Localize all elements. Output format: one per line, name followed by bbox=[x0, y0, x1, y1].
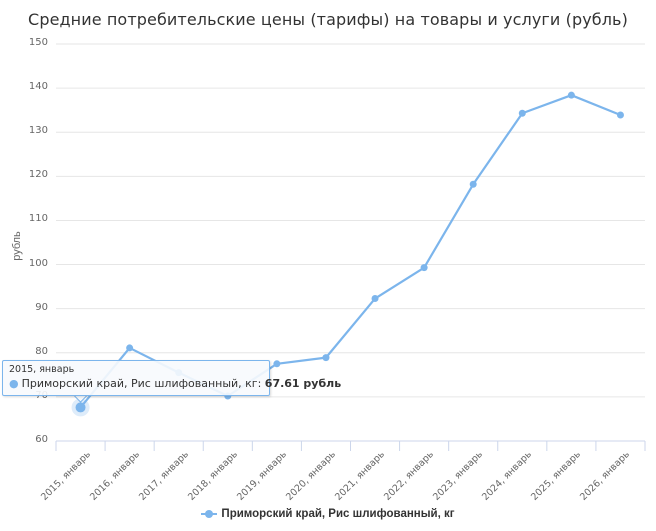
data-point[interactable] bbox=[75, 402, 86, 413]
data-point[interactable] bbox=[616, 111, 624, 119]
tooltip-series-label: Приморский край, Рис шлифованный, кг: bbox=[21, 377, 265, 390]
data-point[interactable] bbox=[420, 264, 428, 272]
y-tick-label: 130 bbox=[28, 125, 48, 137]
data-point[interactable] bbox=[273, 360, 281, 368]
y-tick-label: 110 bbox=[28, 213, 48, 225]
y-tick-label: 150 bbox=[28, 37, 48, 48]
data-point[interactable] bbox=[322, 354, 330, 362]
tooltip: 2015, январь ● Приморский край, Рис шлифо… bbox=[2, 360, 341, 396]
data-point[interactable] bbox=[371, 295, 379, 303]
data-point[interactable] bbox=[567, 91, 575, 99]
legend-label: Приморский край, Рис шлифованный, кг bbox=[221, 508, 455, 520]
data-point[interactable] bbox=[126, 344, 134, 352]
y-tick-label: 100 bbox=[28, 257, 48, 269]
tooltip-header: 2015, январь bbox=[9, 364, 75, 375]
chart-title: Средние потребительские цены (тарифы) на… bbox=[28, 10, 628, 29]
legend-line-marker-icon bbox=[201, 509, 218, 519]
y-tick-label: 80 bbox=[35, 345, 48, 357]
legend: Приморский край, Рис шлифованный, кг bbox=[0, 508, 656, 520]
tooltip-value: 67.61 рубль bbox=[264, 377, 342, 390]
y-tick-label: 120 bbox=[28, 169, 48, 181]
legend-item[interactable]: Приморский край, Рис шлифованный, кг bbox=[201, 508, 455, 520]
y-tick-label: 60 bbox=[35, 434, 48, 445]
data-point[interactable] bbox=[469, 180, 477, 188]
y-tick-label: 90 bbox=[35, 301, 48, 313]
tooltip-row: ● Приморский край, Рис шлифованный, кг: 6… bbox=[9, 377, 341, 390]
tooltip-pointer bbox=[74, 395, 87, 403]
data-point[interactable] bbox=[518, 109, 526, 117]
y-tick-label: 140 bbox=[28, 81, 48, 93]
series-dot-icon: ● bbox=[9, 377, 19, 390]
